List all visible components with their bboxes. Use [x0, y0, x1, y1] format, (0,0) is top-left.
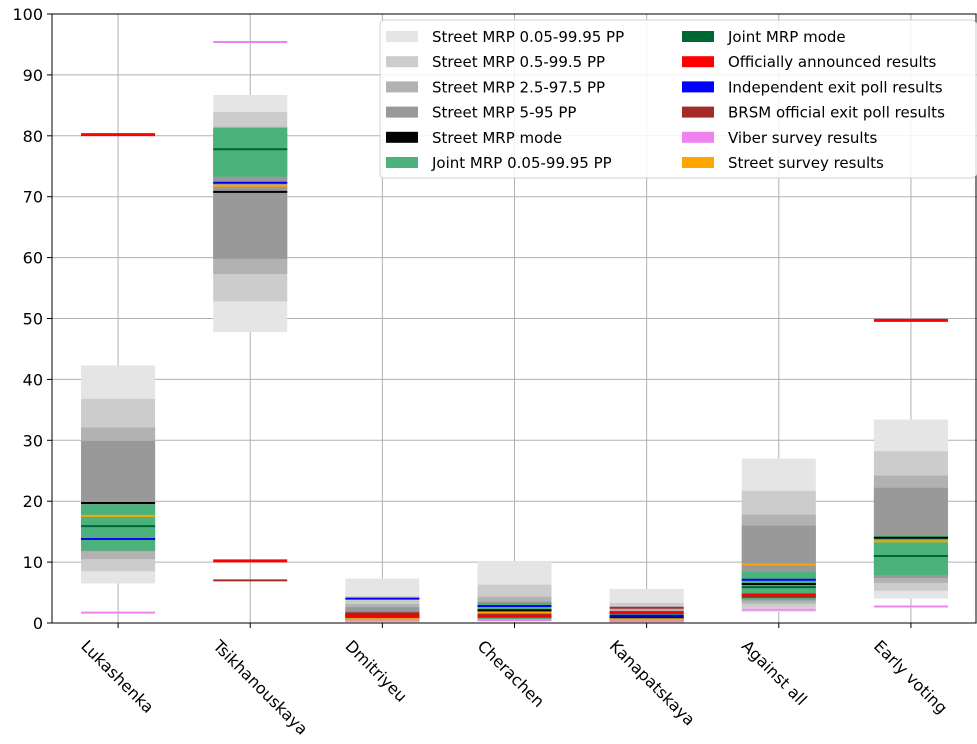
x-tick-label-lukashenka: Lukashenka	[77, 636, 157, 716]
legend-swatch-street-mrp-mode	[386, 131, 418, 143]
legend-swatch-street-mrp-2-5-97-5-pp	[386, 81, 418, 93]
bar-joint-mrp-0-05-99-95-pp-lukashenka	[81, 504, 156, 551]
legend-label-joint-mrp-mode: Joint MRP mode	[727, 28, 846, 46]
x-tick-label-cherachen: Cherachen	[474, 636, 549, 711]
legend-label-street-mrp-0-05-99-95-pp: Street MRP 0.05-99.95 PP	[432, 28, 624, 46]
legend-label-viber-survey-results: Viber survey results	[728, 129, 877, 147]
x-tick-label-early-voting: Early voting	[870, 636, 951, 717]
y-tick-label: 50	[23, 310, 43, 329]
point-markers	[81, 41, 948, 623]
x-tick-label-against-all: Against all	[738, 636, 811, 709]
legend-swatch-street-mrp-0-5-99-5-pp	[386, 56, 418, 68]
y-tick-label: 40	[23, 370, 43, 389]
bar-joint-mrp-0-05-99-95-pp-tsikhanouskaya	[213, 127, 288, 177]
legend-label-street-mrp-0-5-99-5-pp: Street MRP 0.5-99.5 PP	[432, 53, 605, 71]
legend-label-street-mrp-mode: Street MRP mode	[432, 129, 562, 147]
x-tick-label-tsikhanouskaya: Tsikhanouskaya	[209, 636, 312, 739]
y-tick-label: 30	[23, 431, 43, 450]
legend-box	[379, 19, 977, 179]
y-tick-label: 10	[23, 553, 43, 572]
y-tick-label: 20	[23, 492, 43, 511]
legend-label-street-mrp-5-95-pp: Street MRP 5-95 PP	[432, 104, 576, 122]
legend-swatch-officially-announced-results	[682, 56, 714, 68]
legend-label-independent-exit-poll-results: Independent exit poll results	[728, 78, 943, 96]
legend-swatch-street-mrp-5-95-pp	[386, 106, 418, 118]
legend-label-joint-mrp-0-05-99-95-pp: Joint MRP 0.05-99.95 PP	[431, 154, 612, 172]
y-tick-label: 70	[23, 188, 43, 207]
y-tick-label: 60	[23, 249, 43, 268]
legend-swatch-viber-survey-results	[682, 131, 714, 143]
legend-label-brsm-official-exit-poll-results: BRSM official exit poll results	[728, 104, 945, 122]
legend-label-officially-announced-results: Officially announced results	[728, 53, 936, 71]
legend-swatch-joint-mrp-mode	[682, 31, 714, 42]
y-tick-label: 90	[23, 66, 43, 85]
y-tick-label: 100	[12, 5, 43, 24]
legend-label-street-mrp-2-5-97-5-pp: Street MRP 2.5-97.5 PP	[432, 78, 605, 96]
y-tick-label: 80	[23, 127, 43, 146]
legend-swatch-street-mrp-0-05-99-95-pp	[386, 31, 418, 42]
legend-swatch-street-survey-results	[682, 157, 714, 168]
x-tick-label-kanapatskaya: Kanapatskaya	[606, 636, 699, 729]
legend-swatch-independent-exit-poll-results	[682, 81, 714, 93]
y-tick-label: 0	[33, 614, 43, 633]
legend-swatch-brsm-official-exit-poll-results	[682, 106, 714, 118]
legend-swatch-joint-mrp-0-05-99-95-pp	[386, 157, 418, 168]
legend: Street MRP 0.05-99.95 PP Street MRP 0.5-9…	[379, 19, 977, 179]
x-tick-label-dmitriyeu: Dmitriyeu	[342, 636, 411, 705]
legend-label-street-survey-results: Street survey results	[728, 154, 884, 172]
